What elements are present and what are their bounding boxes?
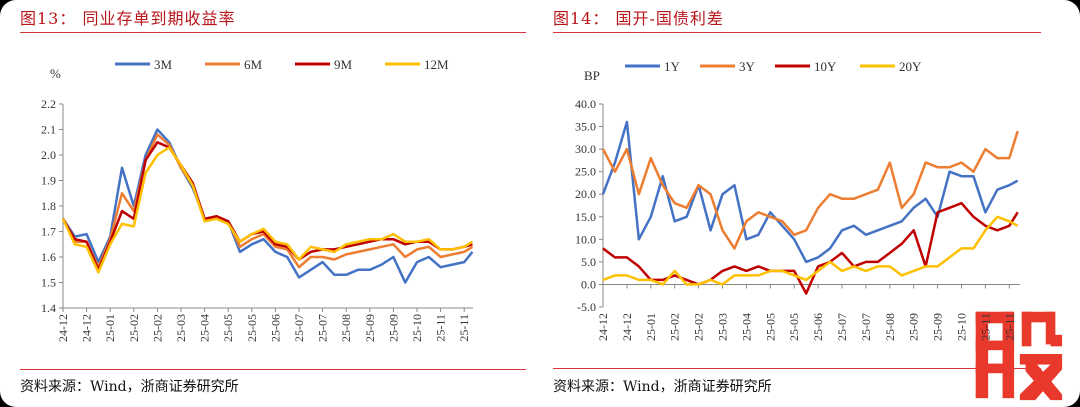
x-tick-label: 24-12 <box>80 314 94 342</box>
x-tick-label: 25-06 <box>811 313 825 341</box>
x-tick-label: 25-09 <box>386 314 400 342</box>
x-tick-label: 25-02 <box>692 313 706 341</box>
x-tick-label: 24-12 <box>56 314 70 342</box>
y-tick-label: 25.0 <box>575 165 596 179</box>
x-tick-label: 25-02 <box>127 314 141 342</box>
x-tick-label: 25-09 <box>931 313 945 341</box>
legend-label: 12M <box>424 57 449 72</box>
x-tick-label: 25-05 <box>763 313 777 341</box>
x-tick-label: 25-03 <box>716 313 730 341</box>
left-source: 资料来源：Wind，浙商证券研究所 <box>20 379 239 395</box>
x-tick-label: 25-09 <box>907 313 921 341</box>
y-tick-label: 1.7 <box>41 225 56 239</box>
watermark-logo <box>975 311 1063 401</box>
x-tick-label: 25-08 <box>339 314 353 342</box>
x-tick-label: 25-05 <box>221 314 235 342</box>
x-tick-label: 25-08 <box>883 313 897 341</box>
y-tick-label: 1.4 <box>41 301 56 315</box>
legend-label: 6M <box>244 57 263 72</box>
x-tick-label: 25-01 <box>103 314 117 342</box>
y-tick-label: 0.0 <box>581 277 596 291</box>
y-tick-label: 1.9 <box>41 174 56 188</box>
series-line-3M <box>61 128 474 284</box>
y-tick-label: 15.0 <box>575 210 596 224</box>
left-title-rule <box>20 32 526 33</box>
left-chart-title: 图13： 同业存单到期收益率 <box>20 9 236 28</box>
x-tick-label: 25-11 <box>1002 313 1016 341</box>
y-tick-label: 30.0 <box>575 142 596 156</box>
x-tick-label: 25-10 <box>410 314 424 342</box>
x-tick-label: 25-10 <box>955 313 969 341</box>
x-tick-label: 25-04 <box>198 314 212 342</box>
x-tick-label: 25-11 <box>457 314 471 342</box>
y-tick-label: 20.0 <box>575 187 596 201</box>
x-tick-label: 25-03 <box>174 314 188 342</box>
y-tick-label: 1.5 <box>41 276 56 290</box>
y-tick-label: 5.0 <box>581 255 596 269</box>
x-tick-label: 25-02 <box>668 313 682 341</box>
right-chart-title: 图14： 国开-国债利差 <box>553 9 724 28</box>
legend-label: 10Y <box>814 59 837 74</box>
series-line-3Y <box>601 130 1019 250</box>
watermark-glyph <box>975 311 1063 401</box>
x-tick-label: 24-12 <box>620 313 634 341</box>
y-axis-unit: % <box>50 66 61 81</box>
y-tick-label: 35.0 <box>575 120 596 134</box>
x-tick-label: 25-11 <box>434 314 448 342</box>
x-tick-label: 25-02 <box>150 314 164 342</box>
x-tick-label: 24-12 <box>596 313 610 341</box>
x-tick-label: 25-07 <box>292 314 306 342</box>
y-tick-label: 1.6 <box>41 250 56 264</box>
legend-label: 3M <box>154 57 173 72</box>
y-tick-label: 1.8 <box>41 199 56 213</box>
right-chart: BP 40.0 35.0 30.0 25.0 20.0 15.0 10.0 5.0 0.0 -5.0… <box>575 59 1020 341</box>
y-tick-label: -5.0 <box>577 300 596 314</box>
left-chart: %2.22.12.01.91.81.71.61.51.424-12 24-12 25… <box>41 57 474 342</box>
x-tick-label: 25-07 <box>859 313 873 341</box>
legend-label: 1Y <box>664 59 681 74</box>
right-footer-rule <box>553 368 1041 369</box>
y-tick-label: 40.0 <box>575 97 596 111</box>
series-line-9M <box>61 141 473 272</box>
x-tick-label: 25-01 <box>644 313 658 341</box>
x-tick-label: 25-11 <box>978 313 992 341</box>
right-title-rule <box>553 32 1041 33</box>
legend-label: 20Y <box>899 59 922 74</box>
right-source: 资料来源：Wind，浙商证券研究所 <box>553 379 772 395</box>
legend-label: 9M <box>334 57 353 72</box>
x-tick-label: 25-05 <box>787 313 801 341</box>
y-tick-label: 2.2 <box>41 97 56 111</box>
series-line-1Y <box>601 120 1019 264</box>
y-axis-unit: BP <box>584 68 600 83</box>
y-tick-label: 2.0 <box>41 148 56 162</box>
x-tick-label: 25-05 <box>245 314 259 342</box>
legend-label: 3Y <box>739 59 756 74</box>
x-tick-label: 25-06 <box>268 314 282 342</box>
y-tick-label: 10.0 <box>575 232 596 246</box>
series-line-10Y <box>602 201 1019 295</box>
series-line-6M <box>61 133 474 269</box>
x-tick-label: 25-04 <box>739 313 753 341</box>
left-footer-rule <box>20 369 526 370</box>
x-tick-label: 25-09 <box>363 314 377 342</box>
series-line-12M <box>61 146 474 274</box>
x-tick-label: 25-07 <box>316 314 330 342</box>
x-tick-label: 25-07 <box>835 313 849 341</box>
series-line-20Y <box>602 215 1019 286</box>
y-tick-label: 2.1 <box>41 123 56 137</box>
